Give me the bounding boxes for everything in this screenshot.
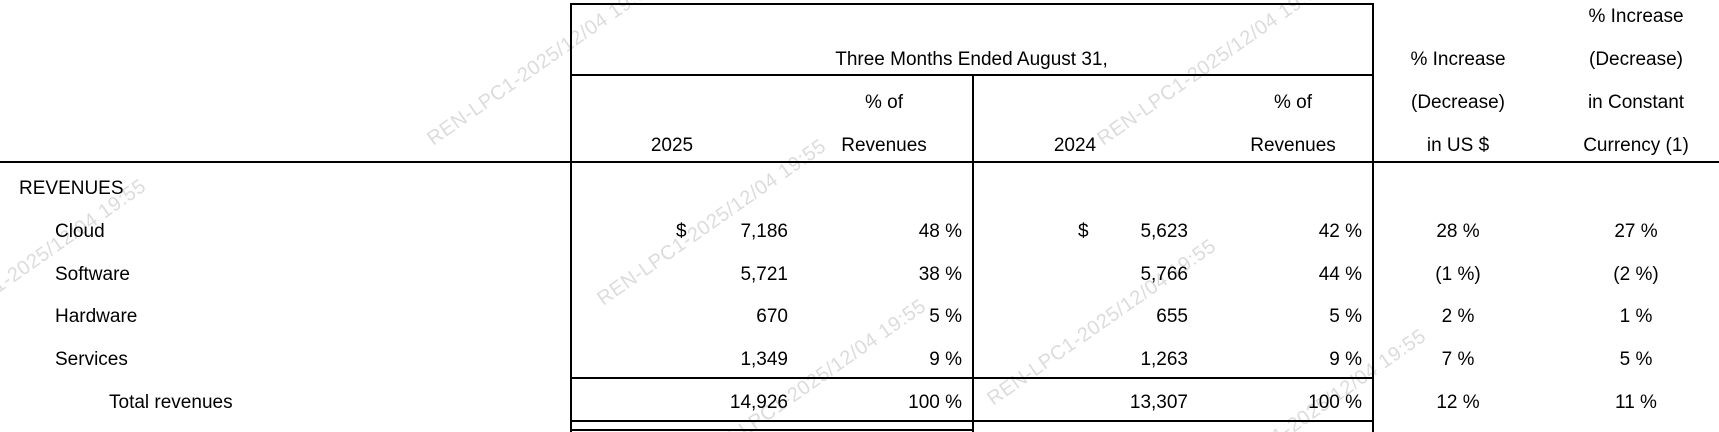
rule-above-total (570, 377, 1373, 379)
amount-2025: 14,926 (729, 392, 788, 413)
cc-change: (2 %) (1613, 264, 1659, 285)
col-header-cc-change-line1: % Increase (1588, 6, 1684, 27)
rule-box-right (1372, 3, 1374, 432)
pct-of-revenues-2025: 9 % (929, 349, 962, 370)
amount-2024: 5,766 (1140, 264, 1188, 285)
cc-change: 27 % (1614, 221, 1658, 242)
amount-2024: 1,263 (1140, 349, 1188, 370)
col-header-pct-of-2024: % of (1273, 92, 1313, 113)
pct-of-revenues-2025: 48 % (918, 221, 962, 242)
cc-change: 11 % (1615, 392, 1657, 413)
usd-change: 12 % (1436, 392, 1480, 413)
usd-change: 2 % (1441, 306, 1475, 327)
amount-2024: 5,623 (1140, 221, 1188, 242)
col-header-cc-change-line2: (Decrease) (1589, 49, 1683, 70)
row-label: Total revenues (109, 392, 233, 413)
pct-of-revenues-2025: 5 % (929, 306, 962, 327)
pct-of-revenues-2024: 44 % (1318, 264, 1362, 285)
amount-2025: 5,721 (740, 264, 788, 285)
col-header-pct-revenues-2024: Revenues (1250, 135, 1336, 156)
watermark: REN-LPC1-2025/12/04 19:55 (1193, 325, 1431, 432)
section-header-revenues: REVENUES (19, 178, 124, 199)
row-label: Services (55, 349, 128, 370)
rule-box-left (570, 3, 572, 432)
col-header-year-2024: 2024 (1053, 135, 1097, 156)
pct-of-revenues-2024: 5 % (1329, 306, 1362, 327)
amount-2024: 13,307 (1129, 392, 1188, 413)
rule-box-top (570, 3, 1373, 5)
col-header-pct-of-2025: % of (864, 92, 904, 113)
pct-of-revenues-2024: 42 % (1318, 221, 1362, 242)
pct-of-revenues-2025: 38 % (918, 264, 962, 285)
pct-of-revenues-2024: 100 % (1308, 392, 1362, 413)
amount-2025: 1,349 (740, 349, 788, 370)
col-header-usd-change-line2: (Decrease) (1411, 92, 1505, 113)
row-label: Cloud (55, 221, 105, 242)
pct-of-revenues-2024: 9 % (1329, 349, 1362, 370)
usd-change: (1 %) (1435, 264, 1481, 285)
col-header-year-2025: 2025 (650, 135, 694, 156)
rule-under-spanner (570, 74, 1373, 76)
amount-2025: 670 (756, 306, 788, 327)
cc-change: 1 % (1619, 306, 1653, 327)
col-header-cc-change-line4: Currency (1) (1583, 135, 1689, 156)
col-header-usd-change-line3: in US $ (1426, 135, 1490, 156)
row-label: Hardware (55, 306, 138, 327)
cc-change: 5 % (1619, 349, 1653, 370)
currency-symbol-2025: $ (676, 221, 687, 242)
col-header-usd-change-line1: % Increase (1410, 49, 1506, 70)
rule-below-total (570, 420, 1373, 422)
amount-2024: 655 (1156, 306, 1188, 327)
rule-year-divider (972, 74, 974, 432)
currency-symbol-2024: $ (1078, 221, 1089, 242)
row-label: Software (55, 264, 130, 285)
amount-2025: 7,186 (740, 221, 788, 242)
rule-next-section-partial (570, 429, 973, 431)
usd-change: 7 % (1441, 349, 1475, 370)
spanner-header: Three Months Ended August 31, (835, 49, 1108, 70)
col-header-pct-revenues-2025: Revenues (841, 135, 927, 156)
rule-under-column-headers (0, 161, 1719, 163)
usd-change: 28 % (1436, 221, 1480, 242)
pct-of-revenues-2025: 100 % (908, 392, 962, 413)
col-header-cc-change-line3: in Constant (1587, 92, 1685, 113)
